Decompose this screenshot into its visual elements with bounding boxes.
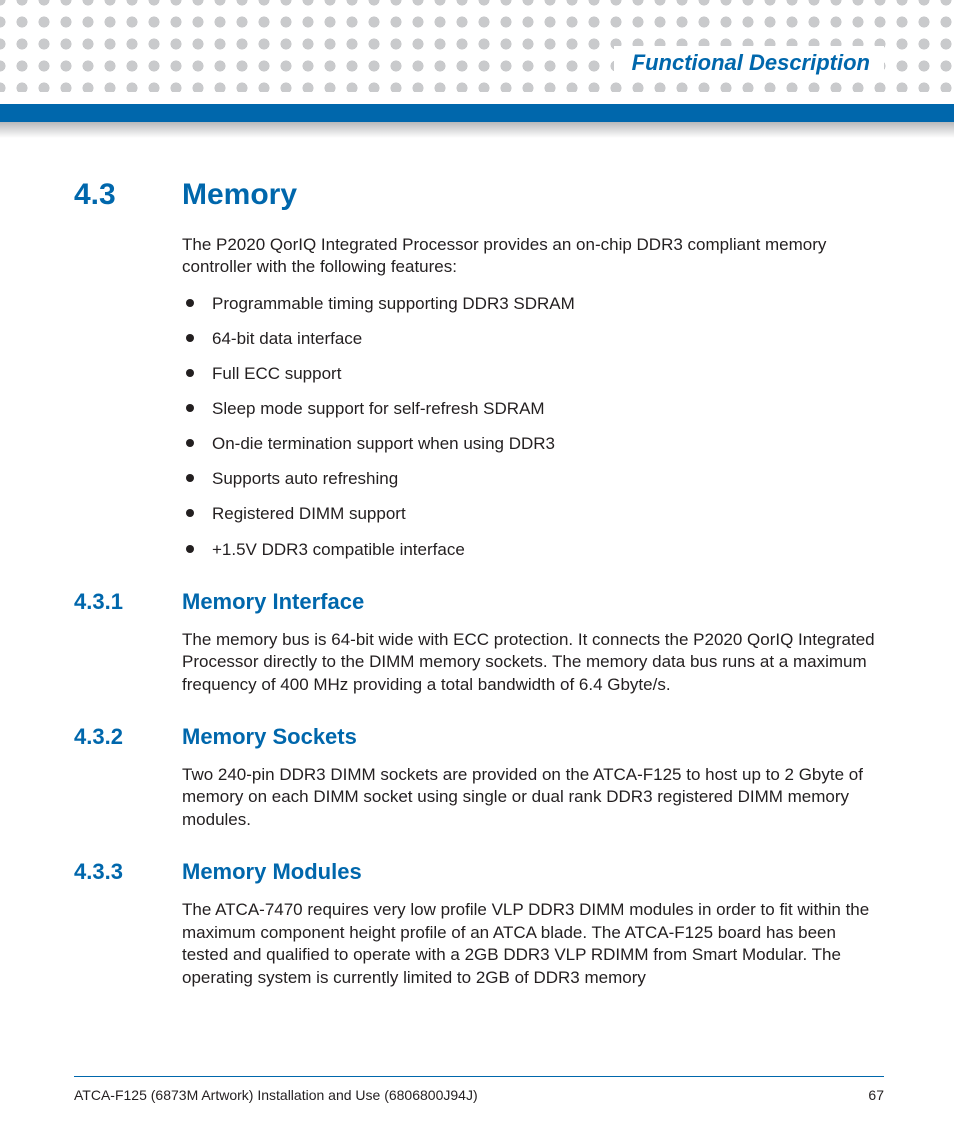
header-gray-fade <box>0 122 954 138</box>
subsection-number: 4.3.3 <box>74 859 182 885</box>
list-item: 64-bit data interface <box>182 328 884 350</box>
subsection-heading: 4.3.2 Memory Sockets <box>74 724 884 750</box>
feature-list: Programmable timing supporting DDR3 SDRA… <box>182 293 884 561</box>
list-item: Full ECC support <box>182 363 884 385</box>
list-item: Registered DIMM support <box>182 503 884 525</box>
footer-page-number: 67 <box>868 1087 884 1103</box>
list-item: On-die termination support when using DD… <box>182 433 884 455</box>
chapter-title: Functional Description <box>632 50 870 76</box>
chapter-title-wrap: Functional Description <box>614 46 884 80</box>
subsection-body: Two 240-pin DDR3 DIMM sockets are provid… <box>182 764 884 831</box>
header-blue-bar <box>0 104 954 122</box>
section-number: 4.3 <box>74 178 182 212</box>
list-item: Sleep mode support for self-refresh SDRA… <box>182 398 884 420</box>
section-title: Memory <box>182 178 297 212</box>
list-item: +1.5V DDR3 compatible interface <box>182 539 884 561</box>
subsection-heading: 4.3.3 Memory Modules <box>74 859 884 885</box>
subsection-body: The ATCA-7470 requires very low profile … <box>182 899 884 989</box>
section-heading: 4.3 Memory <box>74 178 884 212</box>
list-item: Supports auto refreshing <box>182 468 884 490</box>
footer-doc-title: ATCA-F125 (6873M Artwork) Installation a… <box>74 1087 478 1103</box>
section-intro: The P2020 QorIQ Integrated Processor pro… <box>182 234 884 279</box>
subsection-body: The memory bus is 64-bit wide with ECC p… <box>182 629 884 696</box>
list-item: Programmable timing supporting DDR3 SDRA… <box>182 293 884 315</box>
page-content: 4.3 Memory The P2020 QorIQ Integrated Pr… <box>74 178 884 1003</box>
subsection-title: Memory Modules <box>182 859 362 885</box>
subsection-number: 4.3.2 <box>74 724 182 750</box>
subsection-number: 4.3.1 <box>74 589 182 615</box>
subsection-title: Memory Interface <box>182 589 364 615</box>
subsection-title: Memory Sockets <box>182 724 357 750</box>
subsection-heading: 4.3.1 Memory Interface <box>74 589 884 615</box>
page-footer: ATCA-F125 (6873M Artwork) Installation a… <box>74 1076 884 1103</box>
